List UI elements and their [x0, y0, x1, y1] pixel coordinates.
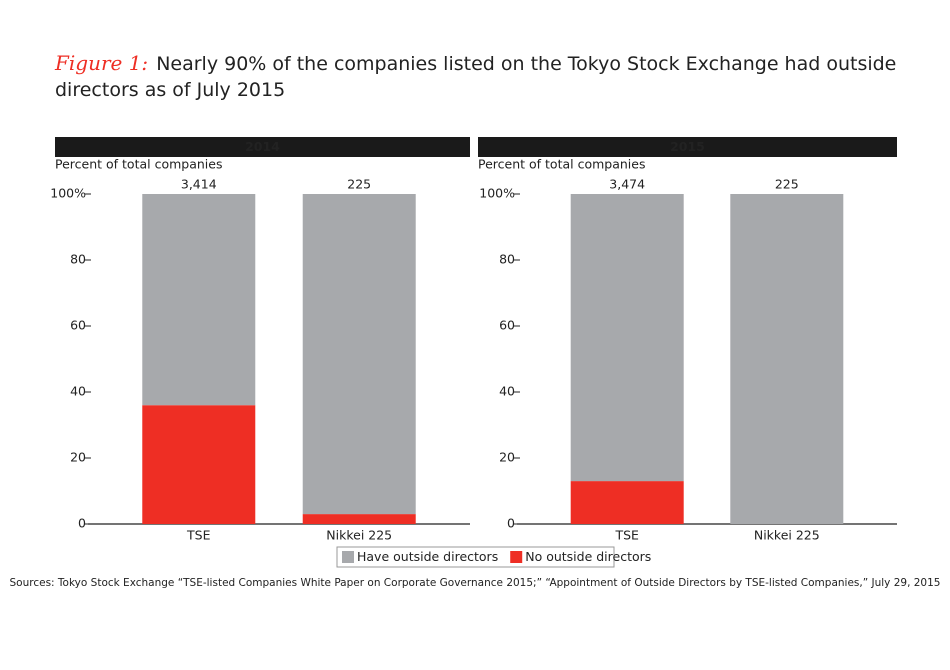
bar-segment	[302, 514, 416, 524]
y-tick-label: 20	[499, 450, 515, 465]
bar-segment	[142, 405, 256, 524]
bar-segment	[302, 194, 416, 515]
legend-swatch	[510, 551, 523, 563]
y-tick-label: 60	[499, 318, 515, 333]
title: Nearly 90% of the companies listed on th…	[55, 53, 897, 101]
legend-label: No outside directors	[525, 549, 651, 564]
y-tick-label: 100%	[479, 186, 515, 201]
panel-header	[478, 137, 897, 157]
y-tick-label: 0	[507, 516, 515, 531]
bar-segment	[570, 194, 684, 482]
bar-segment	[570, 481, 684, 524]
bar-annotation: 225	[775, 177, 799, 192]
x-tick-label: TSE	[186, 528, 211, 543]
bar-annotation: 3,414	[181, 177, 217, 192]
y-axis-label: Percent of total companies	[55, 157, 222, 172]
x-tick-label: Nikkei 225	[326, 528, 392, 543]
figure-label: Figure 1:	[55, 51, 149, 75]
title-block: Figure 1: Nearly 90% of the companies lis…	[55, 50, 915, 103]
legend-label: Have outside directors	[357, 549, 498, 564]
y-tick-label: 80	[70, 252, 86, 267]
x-tick-label: Nikkei 225	[754, 528, 820, 543]
y-tick-label: 80	[499, 252, 515, 267]
bar-annotation: 3,474	[609, 177, 645, 192]
bar-annotation: 225	[347, 177, 371, 192]
y-tick-label: 100%	[50, 186, 86, 201]
panel-title: 2015	[670, 139, 705, 154]
bar-segment	[730, 194, 844, 524]
legend-swatch	[342, 551, 354, 563]
y-tick-label: 0	[78, 516, 86, 531]
legend-box	[336, 546, 615, 568]
y-tick-label: 40	[499, 384, 515, 399]
bar-segment	[142, 194, 256, 406]
source: Sources: Tokyo Stock Exchange “TSE-liste…	[10, 577, 941, 589]
y-tick-label: 20	[70, 450, 86, 465]
panel-title: 2014	[245, 139, 280, 154]
x-tick-label: TSE	[614, 528, 639, 543]
y-tick-label: 60	[70, 318, 86, 333]
panel-header	[55, 137, 470, 157]
y-tick-label: 40	[70, 384, 86, 399]
y-axis-label: Percent of total companies	[478, 157, 645, 172]
